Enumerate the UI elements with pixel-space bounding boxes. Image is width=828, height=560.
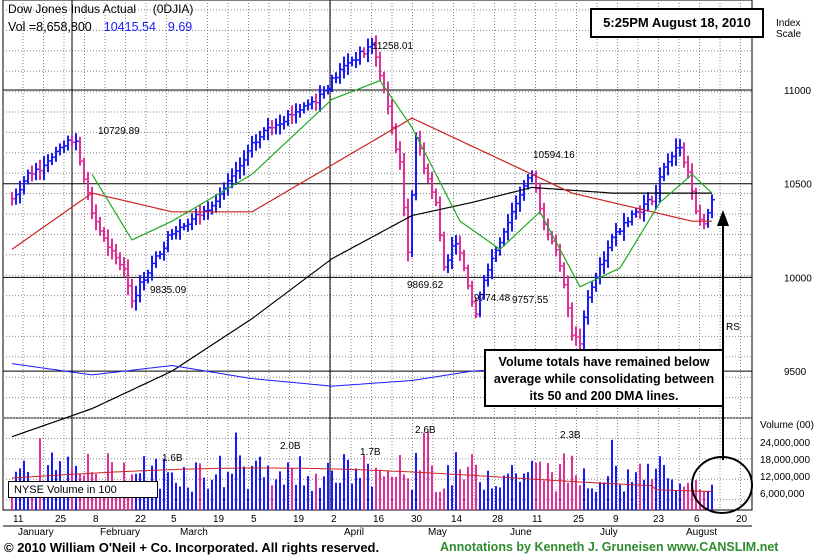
month-label: May [428,527,447,538]
ma50-line [91,79,713,288]
callout-arrowhead [717,210,729,226]
month-label: March [180,527,208,538]
price-annotation: 11258.01 [372,41,413,52]
ma200-line [11,186,712,438]
volume-annotation: 2.0B [280,441,301,452]
price-annotation: 9835.09 [150,285,187,296]
month-label: June [510,527,532,538]
volume-tick-label: 18,000,000 [760,455,810,466]
volume-axis-label: Volume (00) [760,420,814,431]
price-tick-label: 10000 [784,273,812,284]
stock-chart: 9500 10000 10500 11000 Volume (00) 6,000,000 1… [2,0,814,538]
index-scale-label: Index Scale [776,18,802,40]
x-tick-label: 23 [653,514,665,525]
volume-annotation: 1.6B [162,453,183,464]
price-readout: Vol =8,658,800 10415.54 9.69 [8,20,193,34]
month-label: January [18,527,54,538]
x-tick-label: 25 [55,514,67,525]
volume-tick-label: 6,000,000 [760,489,805,500]
volume-annotation: 1.7B [360,447,381,458]
x-tick-label: 22 [135,514,147,525]
volume-average-line [11,467,712,492]
volume-annotation: 2.6B [415,425,436,436]
volume-annotation: 2.3B [560,430,581,441]
annotation-box: Volume totals have remained below averag… [484,349,724,407]
x-tick-label: 30 [411,514,423,525]
volume-box-label: NYSE Volume in 100 [8,481,158,498]
index-name: Dow Jones Indus Actual (0DJIA) [8,2,194,16]
month-label: July [600,527,618,538]
copyright: © 2010 William O'Neil + Co. Incorporated… [4,540,380,555]
price-tick-label: 9500 [784,367,807,378]
x-tick-label: 19 [213,514,225,525]
credit: Annotations by Kenneth J. Gruneisen www.… [440,540,779,554]
x-tick-label: 14 [451,514,463,525]
month-label: August [686,527,717,538]
x-tick-label: 8 [93,514,99,525]
x-tick-label: 25 [573,514,585,525]
price-annotation: 10729.89 [98,126,140,137]
x-tick-label: 16 [373,514,385,525]
x-tick-label: 2 [331,514,337,525]
x-tick-label: 6 [694,514,700,525]
rs-label: RS [726,322,740,333]
ma-red-line [11,117,712,250]
x-tick-label: 11 [13,514,24,525]
price-tick-label: 10500 [784,180,812,191]
price-tick-label: 11000 [784,86,812,97]
timestamp-box: 5:25PM August 18, 2010 [590,8,764,38]
volume-tick-label: 24,000,000 [760,438,810,449]
price-annotation: 10594.16 [533,150,575,161]
x-tick-label: 11 [532,514,543,525]
volume-tick-label: 12,000,000 [760,472,810,483]
x-tick-label: 5 [251,514,257,525]
x-tick-label: 5 [171,514,177,525]
x-tick-label: 20 [736,514,748,525]
month-label: February [100,527,140,538]
price-annotation: 9869.62 [407,280,444,291]
x-tick-label: 19 [293,514,305,525]
x-tick-label: 9 [613,514,619,525]
x-tick-label: 28 [492,514,504,525]
price-annotation: 9774.48 [474,293,511,304]
price-annotation: 9757.55 [512,295,549,306]
month-label: April [344,527,364,538]
